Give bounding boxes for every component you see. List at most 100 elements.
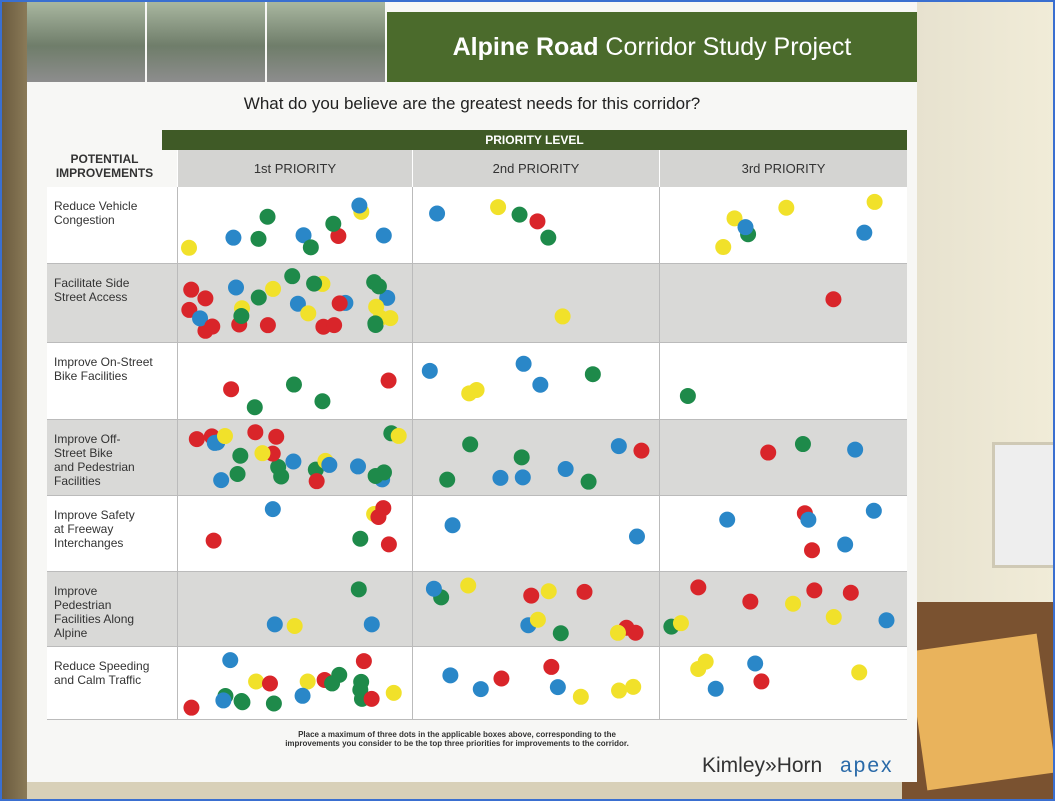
sticker-dot — [611, 682, 628, 699]
sticker-dot — [572, 688, 589, 705]
cell-divider — [412, 496, 413, 572]
sticker-dot — [285, 376, 302, 393]
sticker-dot — [268, 428, 285, 445]
sticker-dot — [523, 587, 540, 604]
sticker-dot — [306, 275, 323, 292]
sticker-dot — [368, 298, 385, 315]
title: Corridor Study Project — [605, 33, 852, 61]
sticker-dot — [265, 280, 282, 297]
sticker-dot — [825, 608, 842, 625]
sticker-dot — [330, 227, 347, 244]
sticker-dot — [273, 468, 290, 485]
sticker-dot — [679, 387, 696, 404]
sticker-dot — [554, 308, 571, 325]
sticker-dot — [265, 695, 282, 712]
column-header: 2nd PRIORITY — [412, 150, 659, 187]
row-bg — [47, 572, 907, 647]
sticker-dot — [264, 501, 281, 518]
sticker-dot — [261, 675, 278, 692]
sticker-dot — [628, 528, 645, 545]
sticker-dot — [331, 295, 348, 312]
sticker-dot — [825, 291, 842, 308]
sticker-dot — [222, 652, 239, 669]
sticker-dot — [707, 680, 724, 697]
cell-divider — [659, 572, 660, 647]
sticker-dot — [380, 536, 397, 553]
photo-strip — [27, 2, 145, 82]
row-label: Reduce Speeding and Calm Traffic — [54, 659, 150, 687]
sticker-dot — [529, 213, 546, 230]
sticker-dot — [248, 673, 265, 690]
sticker-dot — [289, 295, 306, 312]
sticker-dot — [213, 472, 230, 489]
sticker-dot — [543, 658, 560, 675]
sticker-dot — [690, 579, 707, 596]
sticker-dot — [429, 205, 446, 222]
title-bold: Alpine Road — [452, 33, 599, 61]
sticker-dot — [234, 694, 251, 711]
sticker-dot — [259, 317, 276, 334]
cell-divider — [177, 264, 178, 343]
row-bg — [47, 496, 907, 572]
sticker-dot — [529, 611, 546, 628]
sticker-dot — [192, 310, 209, 327]
sticker-dot — [352, 681, 369, 698]
sticker-dot — [299, 673, 316, 690]
sticker-dot — [308, 473, 325, 490]
sticker-dot — [247, 424, 264, 441]
sticker-dot — [390, 427, 407, 444]
sticker-dot — [205, 532, 222, 549]
sticker-dot — [580, 473, 597, 490]
question: What do you believe are the greatest nee… — [243, 94, 701, 113]
cell-divider — [177, 420, 178, 496]
sticker-dot — [370, 278, 387, 295]
sticker-dot — [188, 431, 205, 448]
sticker-dot — [363, 690, 380, 707]
sticker-dot — [785, 595, 802, 612]
sticker-dot — [385, 684, 402, 701]
sticker-dot — [181, 239, 198, 256]
sticker-dot — [842, 584, 859, 601]
sticker-dot — [352, 530, 369, 547]
sticker-dot — [363, 616, 380, 633]
sticker-dot — [672, 615, 689, 632]
sticker-dot — [800, 511, 817, 528]
sticker-dot — [737, 219, 754, 236]
row-header: POTENTIAL IMPROVEMENTS — [55, 152, 154, 180]
sticker-dot — [625, 678, 642, 695]
sticker-dot — [794, 436, 811, 453]
sticker-dot — [367, 467, 384, 484]
sticker-dot — [460, 577, 477, 594]
sticker-dot — [851, 664, 868, 681]
sticker-dot — [472, 681, 489, 698]
cell-divider — [177, 572, 178, 647]
sticker-dot — [294, 687, 311, 704]
cell-divider — [412, 647, 413, 720]
sticker-dot — [204, 318, 221, 335]
cell-divider — [412, 572, 413, 647]
cell-divider — [177, 187, 178, 264]
sticker-dot — [228, 279, 245, 296]
cell-divider — [659, 496, 660, 572]
sticker-dot — [233, 308, 250, 325]
row-label: Improve Safety at Freeway Interchanges — [54, 508, 135, 550]
sticker-dot — [856, 224, 873, 241]
sticker-dot — [321, 456, 338, 473]
cell-divider — [177, 647, 178, 720]
sticker-dot — [325, 215, 342, 232]
sticker-dot — [540, 583, 557, 600]
row-bg — [47, 343, 907, 420]
sticker-dot — [300, 305, 317, 322]
sticker-dot — [847, 441, 864, 458]
sticker-dot — [532, 376, 549, 393]
sticker-dot — [753, 673, 770, 690]
sticker-dot — [380, 372, 397, 389]
logo: Kimley»Horn — [702, 754, 823, 777]
sticker-dot — [511, 206, 528, 223]
sticker-dot — [444, 517, 461, 534]
logo: apex — [840, 754, 894, 777]
sticker-dot — [715, 239, 732, 256]
sticker-dot — [183, 699, 200, 716]
sticker-dot — [367, 315, 384, 332]
